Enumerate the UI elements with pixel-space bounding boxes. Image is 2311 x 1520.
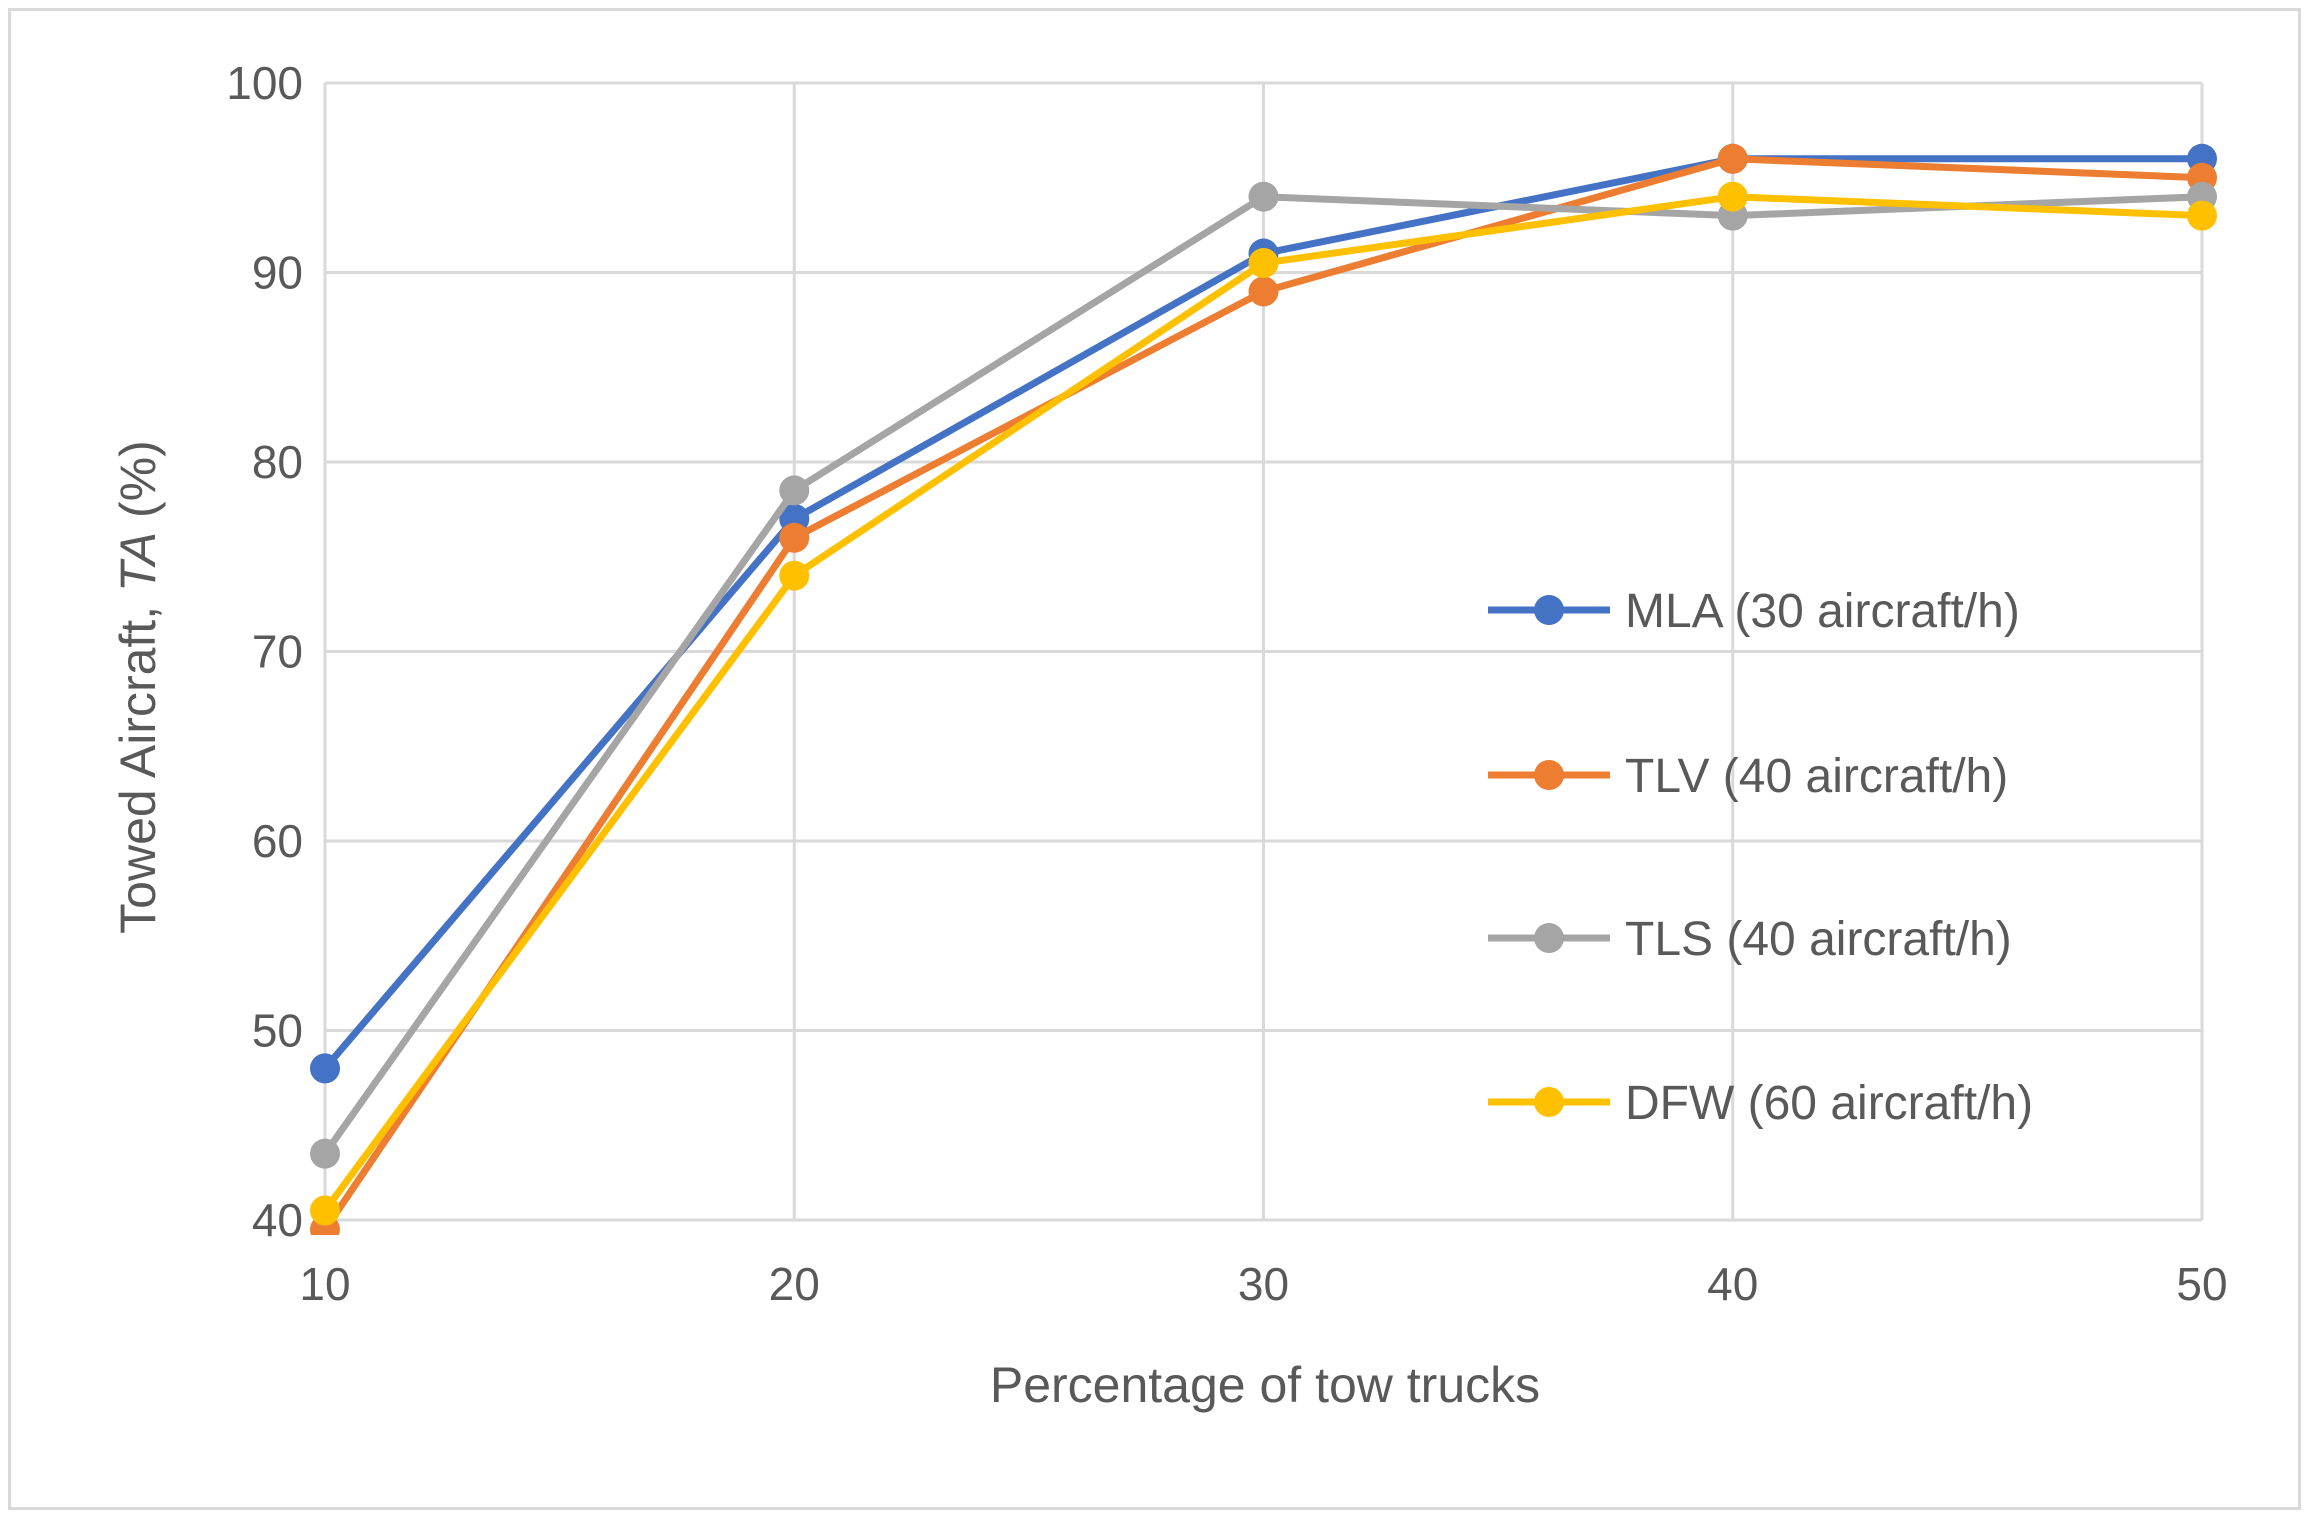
x-tick-label: 20 <box>769 1258 820 1310</box>
legend-item: DFW (60 aircraft/h) <box>1488 1077 2033 1130</box>
y-tick-label: 80 <box>252 436 303 488</box>
legend-label: MLA (30 aircraft/h) <box>1625 585 2020 638</box>
legend-item: MLA (30 aircraft/h) <box>1488 585 2020 638</box>
y-tick-label: 70 <box>252 626 303 678</box>
series-lines <box>310 143 2217 1235</box>
y-axis-title-prefix: Towed Aircraft, <box>110 592 166 934</box>
series-dfw <box>310 181 2217 1226</box>
legend-label: DFW (60 aircraft/h) <box>1625 1077 2033 1130</box>
legend-marker <box>1534 1087 1564 1117</box>
data-point <box>1248 276 1279 307</box>
legend-marker <box>1534 760 1564 790</box>
data-point <box>310 1053 340 1084</box>
chart-frame <box>8 8 2301 1510</box>
y-tick-label: 90 <box>252 247 303 299</box>
series-tls <box>310 181 2217 1169</box>
y-tick-label: 50 <box>252 1005 303 1057</box>
data-point <box>779 560 810 591</box>
axes <box>323 83 2202 1222</box>
data-point <box>2187 200 2217 231</box>
legend-label: TLV (40 aircraft/h) <box>1625 750 2008 803</box>
y-tick-labels: 40 50 60 70 80 90 100 <box>226 57 303 1246</box>
legend: MLA (30 aircraft/h) TLV (40 aircraft/h) TL… <box>1488 585 2033 1130</box>
y-tick-label: 60 <box>252 815 303 867</box>
legend-marker <box>1534 923 1564 953</box>
x-tick-label: 50 <box>2176 1258 2227 1310</box>
legend-item: TLV (40 aircraft/h) <box>1488 750 2008 803</box>
x-tick-label: 30 <box>1238 1258 1289 1310</box>
legend-item: TLS (40 aircraft/h) <box>1488 913 2012 966</box>
data-point <box>310 1195 340 1226</box>
x-axis-title: Percentage of tow trucks <box>990 1357 1540 1413</box>
data-point <box>779 522 810 553</box>
data-point <box>1717 143 1748 174</box>
x-tick-label: 10 <box>299 1258 350 1310</box>
data-point <box>1717 181 1748 212</box>
grid-lines <box>325 81 2204 1220</box>
x-tick-label: 40 <box>1707 1258 1758 1310</box>
data-point <box>1248 248 1279 279</box>
y-tick-label: 40 <box>252 1194 303 1246</box>
y-tick-label: 100 <box>226 57 303 109</box>
y-axis-title-suffix: (%) <box>110 440 166 532</box>
x-tick-labels: 10 20 30 40 50 <box>299 1258 2227 1310</box>
y-axis-title-variable: TA <box>110 532 166 592</box>
legend-label: TLS (40 aircraft/h) <box>1625 913 2012 966</box>
data-point <box>779 475 810 506</box>
legend-marker <box>1534 595 1564 625</box>
data-point <box>1248 181 1279 212</box>
data-point <box>310 1138 340 1169</box>
series-tlv <box>310 143 2217 1235</box>
y-axis-title: Towed Aircraft, TA (%) <box>110 440 166 934</box>
